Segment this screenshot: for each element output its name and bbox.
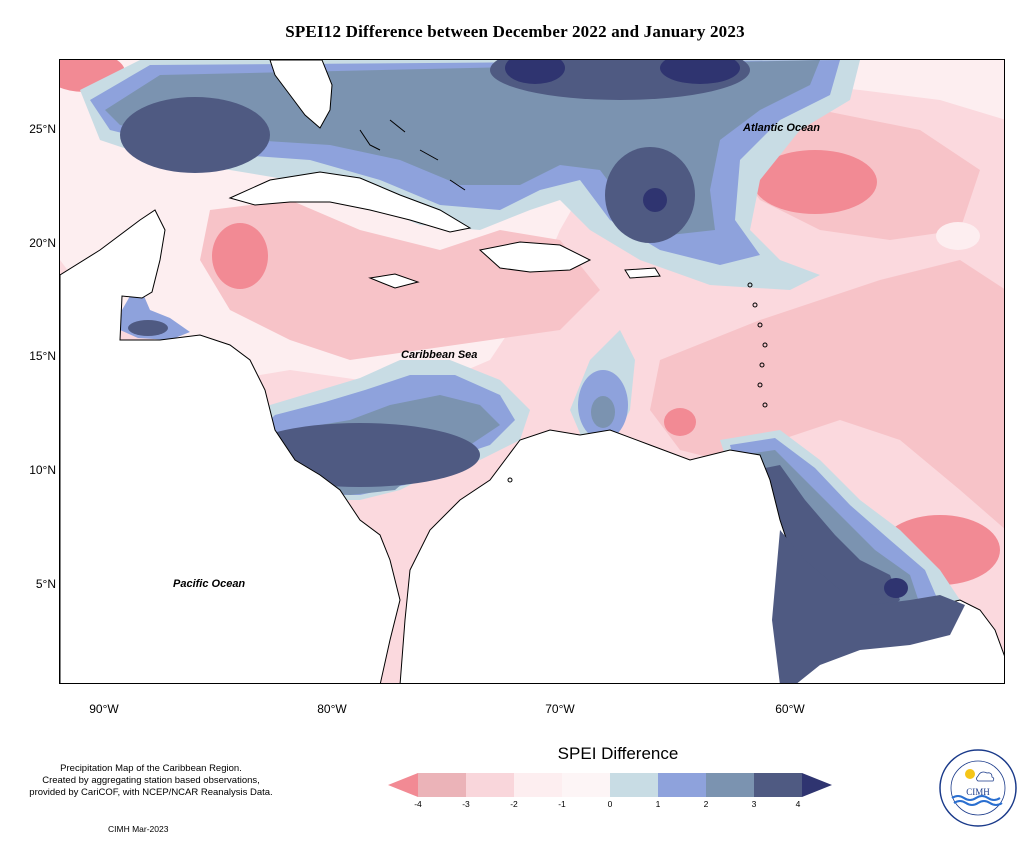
legend-title: SPEI Difference	[557, 744, 679, 763]
legend-swatch-9	[802, 773, 832, 797]
zone-blue-north-dark-1	[120, 97, 270, 173]
legend-colorbar	[388, 773, 832, 797]
legend-swatch-3	[514, 773, 562, 797]
islands	[359, 119, 768, 483]
atlantic-ocean-label: Atlantic Ocean	[743, 122, 821, 134]
lon-label-60w: 60°W	[775, 702, 805, 716]
wave-icon	[951, 795, 1001, 801]
footnote-line-1: Precipitation Map of the Caribbean Regio…	[60, 763, 242, 774]
footnote: Precipitation Map of the Caribbean Regio…	[6, 763, 296, 799]
legend-swatch-8	[754, 773, 802, 797]
pacific-ocean-label: Pacific Ocean	[173, 578, 246, 590]
zone-pink-south	[650, 260, 1004, 529]
logo-text: CIMH	[966, 787, 990, 797]
zone-blue-belize-dark	[128, 320, 168, 336]
cloud-icon	[976, 771, 995, 782]
legend-tick-3: -1	[558, 799, 566, 809]
spei-map-canvas	[60, 60, 1004, 683]
legend-swatch-5	[610, 773, 658, 797]
legend-tick-4: 0	[607, 799, 613, 809]
footnote-line-2: Created by aggregating station based obs…	[42, 775, 260, 786]
footnote-line-3: provided by CariCOF, with NCEP/NCAR Rean…	[29, 787, 273, 798]
lat-label-10n: 10°N	[29, 463, 56, 477]
zone-blue-north-darkest-1	[643, 188, 667, 212]
land-cuba	[228, 171, 472, 233]
cimh-logo: CIMH	[938, 748, 1018, 828]
legend-tick-0: -4	[414, 799, 422, 809]
zone-blue-se-darkest	[884, 578, 908, 598]
legend-tick-6: 2	[703, 799, 709, 809]
zone-white-east	[936, 222, 980, 250]
zone-blue-north-darkest-3	[660, 60, 740, 84]
legend-tick-8: 4	[795, 799, 801, 809]
lon-label-90w: 90°W	[89, 702, 119, 716]
cimh-logo-graphic: CIMH	[939, 749, 1017, 827]
legend-tick-7: 3	[751, 799, 757, 809]
lat-label-25n: 25°N	[29, 122, 56, 136]
spei-map	[59, 59, 1005, 684]
legend-swatch-4	[562, 773, 610, 797]
lat-label-5n: 5°N	[35, 577, 56, 591]
lon-label-80w: 80°W	[317, 702, 347, 716]
legend-swatch-6	[658, 773, 706, 797]
legend-swatch-1	[418, 773, 466, 797]
zone-blue-north-darkest-2	[505, 60, 565, 84]
legend-tick-1: -3	[462, 799, 470, 809]
legend-swatch-0	[388, 773, 418, 797]
land-florida	[269, 60, 333, 129]
zone-red-atlantic	[753, 150, 877, 214]
zone-red-south	[664, 408, 696, 436]
zone-red-caribbean	[212, 223, 268, 289]
legend-tick-5: 1	[655, 799, 661, 809]
credit: CIMH Mar-2023	[108, 824, 169, 834]
lat-label-20n: 20°N	[29, 236, 56, 250]
zone-guyana-overlay	[772, 530, 965, 683]
legend-tick-2: -2	[510, 799, 518, 809]
land-hispaniola	[478, 241, 592, 273]
lon-label-70w: 70°W	[545, 702, 575, 716]
lat-label-15n: 15°N	[29, 349, 56, 363]
sun-icon	[965, 769, 975, 779]
legend-swatch-2	[466, 773, 514, 797]
land-mexico	[60, 209, 401, 683]
caribbean-sea-label: Caribbean Sea	[401, 349, 478, 361]
legend-swatch-7	[706, 773, 754, 797]
map-title: SPEI12 Difference between December 2022 …	[285, 22, 745, 41]
land-puerto-rico	[624, 267, 661, 279]
land-jamaica	[368, 273, 420, 289]
zone-blue-aruba-dark	[591, 396, 615, 428]
